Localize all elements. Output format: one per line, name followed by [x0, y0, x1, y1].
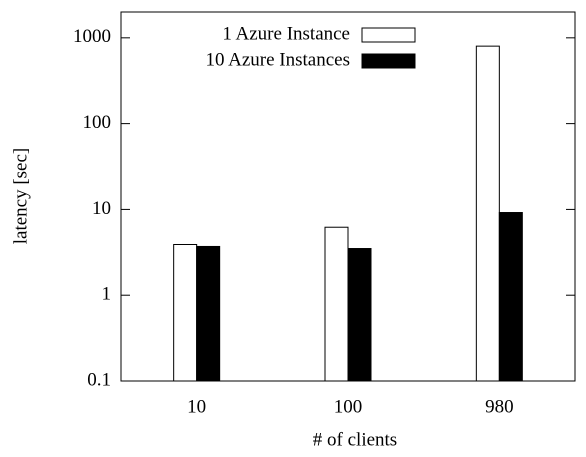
- legend-swatch: [361, 27, 416, 43]
- bar: [324, 226, 349, 382]
- y-axis-label: latency [sec]: [10, 148, 31, 245]
- bar: [498, 212, 523, 382]
- x-tick-label: 10: [187, 396, 206, 417]
- bar: [196, 245, 221, 382]
- bar: [173, 243, 198, 382]
- bar: [475, 45, 500, 382]
- bar: [347, 248, 372, 382]
- legend-swatch: [361, 53, 416, 69]
- x-axis-label: # of clients: [313, 429, 397, 450]
- y-tick-label: 0.1: [87, 369, 111, 390]
- y-tick-label: 1000: [73, 26, 111, 47]
- x-tick-label: 100: [334, 396, 363, 417]
- y-tick-label: 1: [102, 284, 112, 305]
- y-tick-label: 10: [92, 198, 111, 219]
- x-tick-label: 980: [485, 396, 514, 417]
- y-tick-label: 100: [83, 112, 112, 133]
- legend-label: 1 Azure Instance: [222, 23, 350, 44]
- legend-label: 10 Azure Instances: [205, 49, 350, 70]
